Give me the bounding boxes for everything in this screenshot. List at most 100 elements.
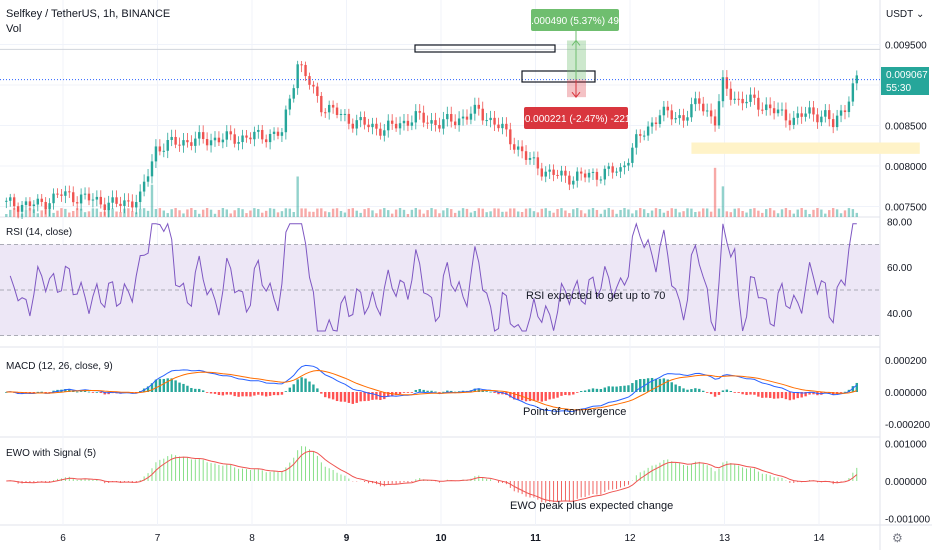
- candle-body: [528, 157, 532, 160]
- volume-bar: [249, 210, 252, 217]
- rsi-title: RSI (14, close): [6, 227, 72, 238]
- volume-bar: [264, 210, 268, 217]
- candle-body: [623, 165, 626, 168]
- candle-body: [276, 131, 280, 136]
- volume-bar: [363, 209, 366, 217]
- macd-histogram-bar: [587, 389, 591, 392]
- volume-bar: [465, 208, 469, 217]
- x-tick-label: 7: [155, 533, 161, 544]
- macd-histogram-bar: [150, 383, 154, 392]
- candle-body: [619, 167, 622, 172]
- volume-bar: [64, 208, 67, 217]
- settings-gear-icon[interactable]: ⚙: [892, 531, 903, 545]
- macd-histogram-bar: [383, 392, 386, 400]
- macd-histogram-bar: [253, 392, 256, 396]
- candle-body: [820, 116, 823, 123]
- candle-body: [371, 123, 374, 128]
- volume-bar: [765, 209, 768, 217]
- candle-body: [379, 128, 382, 136]
- macd-histogram-bar: [237, 392, 240, 397]
- volume-bar: [650, 210, 654, 217]
- volume-bar: [387, 210, 390, 217]
- macd-histogram-bar: [308, 381, 311, 392]
- candle-body: [776, 109, 780, 114]
- volume-bar: [469, 212, 473, 217]
- target-arrowhead: [571, 39, 581, 46]
- macd-histogram-bar: [387, 392, 390, 397]
- volume-bar: [410, 209, 414, 217]
- candle-body: [44, 201, 47, 209]
- macd-histogram-bar: [68, 388, 71, 392]
- currency-dropdown-icon[interactable]: ⌄: [916, 9, 924, 20]
- volume-bar: [804, 209, 807, 217]
- volume-bar: [418, 209, 421, 217]
- macd-histogram-bar: [217, 392, 221, 395]
- rsi-annotation: RSI expected to get up to 70: [526, 290, 665, 302]
- candle-body: [513, 144, 516, 150]
- candle-body: [430, 120, 433, 124]
- candle-body: [627, 162, 630, 166]
- volume-bar: [280, 211, 284, 217]
- candle-body: [68, 191, 71, 193]
- volume-bar: [831, 208, 835, 217]
- candle-body: [375, 123, 378, 129]
- macd-histogram-bar: [623, 385, 626, 392]
- macd-histogram-bar: [749, 392, 752, 395]
- macd-histogram-bar: [497, 392, 500, 395]
- macd-histogram-bar: [79, 391, 83, 392]
- macd-histogram-bar: [146, 386, 150, 392]
- candle-body: [308, 76, 311, 85]
- candle-body: [828, 110, 831, 120]
- volume-bar: [788, 210, 792, 217]
- volume-bar: [284, 208, 288, 217]
- macd-histogram-bar: [355, 392, 358, 403]
- candle-body: [410, 122, 414, 126]
- volume-bar: [375, 213, 378, 217]
- candle-body: [461, 116, 465, 119]
- volume-bar: [662, 212, 666, 217]
- macd-histogram-bar: [40, 391, 43, 393]
- volume-bar: [501, 211, 504, 217]
- macd-histogram-bar: [95, 391, 99, 393]
- stop-arrowhead: [571, 91, 581, 98]
- entry-box: [521, 70, 596, 83]
- macd-histogram-bar: [725, 389, 729, 392]
- volume-bar: [816, 208, 819, 217]
- candle-body: [824, 110, 827, 117]
- macd-signal-line: [6, 369, 857, 411]
- candle-body: [497, 124, 500, 129]
- candle-body: [808, 107, 811, 114]
- candle-body: [765, 104, 768, 111]
- macd-histogram-bar: [162, 378, 165, 392]
- macd-histogram-bar: [327, 392, 331, 399]
- currency-label[interactable]: USDT: [886, 9, 913, 20]
- volume-bar: [682, 211, 685, 217]
- candle-body: [320, 95, 323, 113]
- macd-histogram-bar: [174, 380, 177, 392]
- ewo-tick-label: 0.001000: [885, 440, 927, 451]
- macd-histogram-bar: [75, 391, 79, 393]
- candle-body: [241, 135, 244, 143]
- candle-body: [851, 83, 855, 102]
- macd-histogram-bar: [359, 392, 362, 402]
- candle-body: [843, 110, 847, 113]
- target-label: 0.000490 (5.37%) 490: [526, 9, 625, 31]
- rsi-band: [0, 244, 880, 336]
- macd-histogram-bar: [312, 384, 315, 392]
- macd-histogram-bar: [737, 392, 740, 393]
- candle-body: [284, 109, 288, 133]
- volume-bar: [308, 211, 311, 217]
- candle-body: [536, 157, 540, 169]
- candle-body: [162, 150, 165, 152]
- candle-body: [209, 140, 213, 146]
- volume-bar: [426, 210, 429, 217]
- volume-bar: [591, 208, 595, 217]
- candle-body: [217, 137, 221, 143]
- candle-body: [642, 135, 646, 137]
- candle-body: [800, 113, 803, 117]
- candle-body: [501, 123, 504, 129]
- candle-body: [398, 123, 402, 129]
- candle-body: [56, 193, 59, 195]
- candle-body: [469, 113, 473, 120]
